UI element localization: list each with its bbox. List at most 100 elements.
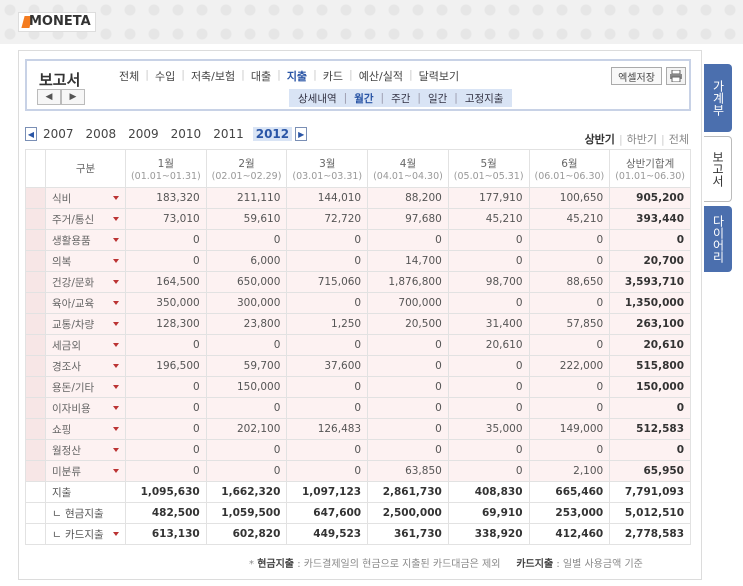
dropdown-arrow-icon[interactable] <box>113 196 119 200</box>
row-label[interactable]: ㄴ 현금지출 <box>45 502 126 524</box>
table-cell: 144,010 <box>286 187 369 209</box>
table-row: 월정산 0 0 0 0 0 0 0 <box>25 439 691 461</box>
dropdown-arrow-icon[interactable] <box>113 364 119 368</box>
table-cell: 150,000 <box>205 376 288 398</box>
table-cell: 0 <box>367 439 449 461</box>
row-label[interactable]: 교통/차량 <box>45 313 126 335</box>
dropdown-arrow-icon[interactable] <box>113 301 119 305</box>
table-cell: 0 <box>528 376 611 398</box>
row-lead <box>25 313 46 335</box>
total-cell: 150,000 <box>609 376 691 398</box>
submenu-weekly[interactable]: 주간 <box>391 92 411 105</box>
tab-report[interactable]: 보고서 <box>704 136 732 202</box>
dropdown-arrow-icon[interactable] <box>113 385 119 389</box>
table-cell: 0 <box>367 334 449 356</box>
header-month: 5월 (05.01~05.31) <box>447 149 530 188</box>
prev-button[interactable]: ◀ <box>37 89 61 105</box>
table-cell: 37,600 <box>286 355 369 377</box>
tab-diary[interactable]: 다이어리 <box>704 206 732 272</box>
year-2009[interactable]: 2009 <box>128 127 159 141</box>
row-label[interactable]: 육아/교육 <box>45 292 126 314</box>
lead-header <box>25 149 46 188</box>
year-2011[interactable]: 2011 <box>213 127 244 141</box>
dropdown-arrow-icon[interactable] <box>113 343 119 347</box>
row-label[interactable]: 이자비용 <box>45 397 126 419</box>
table-cell: 0 <box>125 460 207 482</box>
row-label[interactable]: 주거/통신 <box>45 208 126 230</box>
row-label[interactable]: 생활용품 <box>45 229 126 251</box>
year-2007[interactable]: 2007 <box>43 127 74 141</box>
table-cell: 0 <box>286 397 369 419</box>
year-2012[interactable]: 2012 <box>252 127 293 141</box>
menu-calendar[interactable]: 달력보기 <box>418 70 460 83</box>
table-cell: 164,500 <box>125 271 207 293</box>
menu-loan[interactable]: 대출 <box>250 70 272 83</box>
submenu-fixed[interactable]: 고정지출 <box>464 92 504 105</box>
menu-card[interactable]: 카드 <box>322 70 344 83</box>
year-2008[interactable]: 2008 <box>85 127 117 141</box>
table-cell: 0 <box>125 418 207 440</box>
row-label[interactable]: 쇼핑 <box>45 418 126 440</box>
dropdown-arrow-icon[interactable] <box>113 238 119 242</box>
moneta-logo[interactable]: MONETA <box>18 12 96 32</box>
dropdown-arrow-icon[interactable] <box>113 469 119 473</box>
row-label[interactable]: ㄴ 카드지출 <box>45 523 126 545</box>
row-label[interactable]: 지출 <box>45 481 126 503</box>
table-cell: 59,700 <box>205 355 288 377</box>
table-cell: 0 <box>286 460 369 482</box>
total-cell: 393,440 <box>609 208 691 230</box>
table-cell: 0 <box>286 334 369 356</box>
table-cell: 0 <box>286 376 369 398</box>
next-button[interactable]: ▶ <box>61 89 85 105</box>
dropdown-arrow-icon[interactable] <box>113 259 119 263</box>
dropdown-arrow-icon[interactable] <box>113 406 119 410</box>
table-row: 생활용품 0 0 0 0 0 0 0 <box>25 229 691 251</box>
tab-household[interactable]: 가계부 <box>704 64 732 132</box>
header-month: 4월 (04.01~04.30) <box>367 149 449 188</box>
row-label[interactable]: 미분류 <box>45 460 126 482</box>
year-next-button[interactable]: ▶ <box>295 127 308 141</box>
table-row: 세금외 0 0 0 0 20,610 0 20,610 <box>25 334 691 356</box>
main-menu: 전체 | 수입 | 저축/보험 | 대출 | 지출 | 카드 | 예산/실적 | 달력보기 <box>113 68 465 84</box>
table-cell: 196,500 <box>125 355 207 377</box>
period-second-half[interactable]: 하반기 <box>626 133 658 146</box>
menu-expense[interactable]: 지출 <box>286 70 308 83</box>
row-label[interactable]: 경조사 <box>45 355 126 377</box>
total-cell: 5,012,510 <box>609 502 691 524</box>
row-label[interactable]: 건강/문화 <box>45 271 126 293</box>
print-button[interactable] <box>666 67 686 85</box>
dropdown-arrow-icon[interactable] <box>113 427 119 431</box>
row-label[interactable]: 용돈/기타 <box>45 376 126 398</box>
table-cell: 0 <box>528 229 611 251</box>
row-label[interactable]: 식비 <box>45 187 126 209</box>
dropdown-arrow-icon[interactable] <box>113 448 119 452</box>
row-lead <box>25 418 46 440</box>
menu-income[interactable]: 수입 <box>154 70 176 83</box>
excel-save-button[interactable]: 엑셀저장 <box>611 67 662 85</box>
header-month: 2월 (02.01~02.29) <box>205 149 288 188</box>
dropdown-arrow-icon[interactable] <box>113 217 119 221</box>
period-first-half[interactable]: 상반기 <box>584 133 615 146</box>
menu-all[interactable]: 전체 <box>119 70 140 83</box>
menu-savings[interactable]: 저축/보험 <box>190 70 236 83</box>
year-2010[interactable]: 2010 <box>170 127 202 141</box>
year-prev-button[interactable]: ◀ <box>25 127 37 141</box>
menu-budget[interactable]: 예산/실적 <box>358 70 403 83</box>
submenu-detail[interactable]: 상세내역 <box>298 92 337 105</box>
row-label[interactable]: 세금외 <box>45 334 126 356</box>
table-cell: 0 <box>528 292 611 314</box>
table-cell: 72,720 <box>286 208 369 230</box>
row-label[interactable]: 월정산 <box>45 439 126 461</box>
submenu-monthly[interactable]: 월간 <box>354 92 374 105</box>
row-label[interactable]: 의복 <box>45 250 126 272</box>
table-cell: 0 <box>367 355 449 377</box>
dropdown-arrow-icon[interactable] <box>113 532 119 536</box>
total-cell: 0 <box>609 439 691 461</box>
period-all[interactable]: 전체 <box>668 133 689 146</box>
dropdown-arrow-icon[interactable] <box>113 322 119 326</box>
header-category: 구분 <box>45 149 126 188</box>
submenu-daily[interactable]: 일간 <box>427 92 448 105</box>
table-cell: 449,523 <box>286 523 369 545</box>
table-cell: 0 <box>286 292 369 314</box>
dropdown-arrow-icon[interactable] <box>113 280 119 284</box>
